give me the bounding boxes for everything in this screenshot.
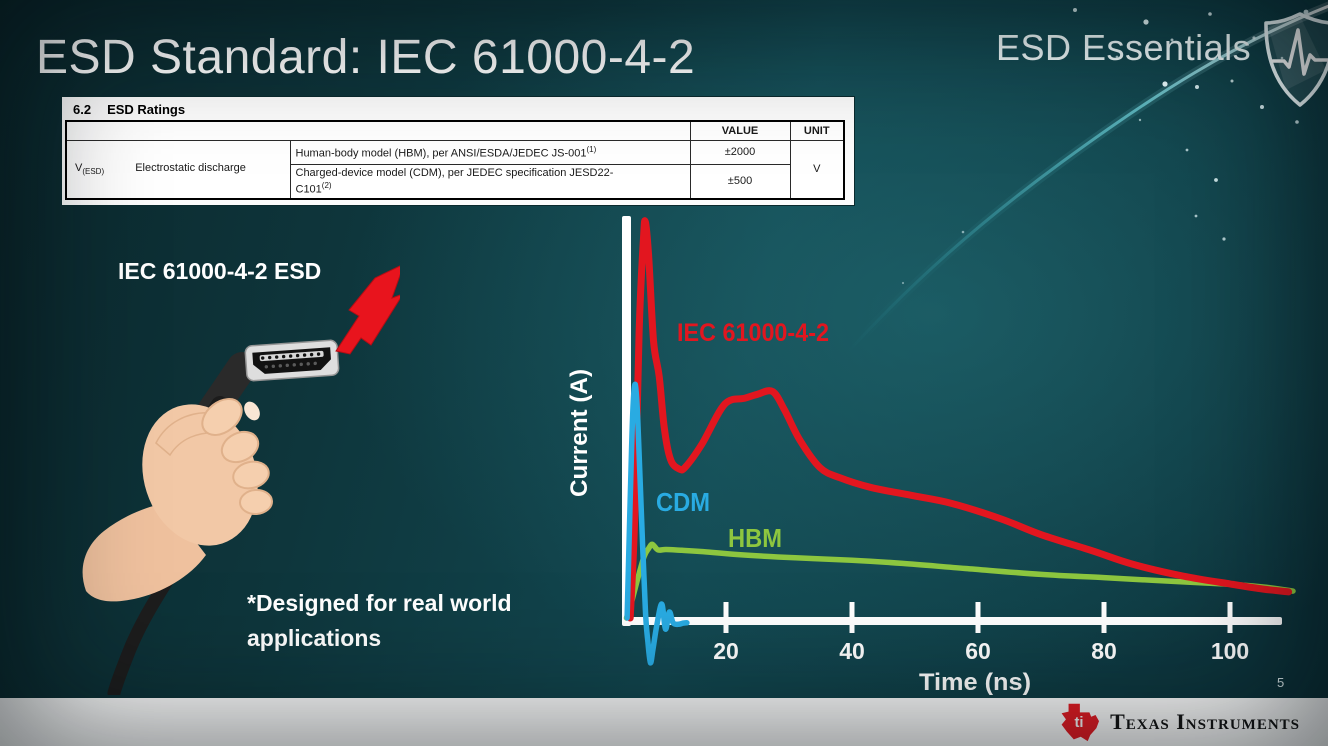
texas-instruments-logo-icon: ti	[1061, 703, 1100, 742]
hbm-description: Human-body model (HBM), per ANSI/ESDA/JE…	[289, 140, 691, 165]
cdm-curve-label: CDM	[656, 487, 710, 517]
heartbeat-pulse-icon	[1271, 28, 1328, 76]
x-tick	[849, 602, 855, 633]
x-tick	[1227, 602, 1233, 633]
x-tick-label: 60	[965, 638, 991, 664]
x-tick	[1101, 602, 1107, 633]
table-row: Charged-device model (CDM), per JEDEC sp…	[66, 164, 844, 200]
hand-holding-hdmi-illustration	[82, 265, 400, 695]
footnote-line-2: applications	[247, 625, 382, 651]
hbm-curve	[623, 541, 1296, 621]
lightning-bolt-icon	[335, 265, 400, 355]
iec-61000-4-2-curve	[626, 217, 1293, 622]
table-header-row: VALUE UNIT	[65, 120, 845, 141]
section-heading: ESD Ratings	[107, 102, 186, 117]
parameter-symbol: V(ESD)	[75, 162, 105, 177]
esd-waveform-chart: 20 40 60 80 100 IEC 61000-4-2 CDM HBM Time (…	[566, 216, 1296, 696]
x-axis-ticks: 20 40 60 80 100	[713, 602, 1249, 664]
footnote: *Designed for real world applications	[247, 586, 512, 656]
footnote-line-1: *Designed for real world	[247, 590, 512, 616]
illustration-caption: IEC 61000-4-2 ESD	[118, 258, 322, 284]
x-tick-label: 80	[1091, 638, 1117, 664]
hbm-value: ±2000	[689, 140, 791, 165]
hdmi-connector-icon	[244, 339, 340, 382]
x-tick	[975, 602, 981, 633]
unit-value: V	[789, 140, 845, 200]
slide-title: ESD Standard: IEC 61000-4-2	[36, 31, 696, 84]
esd-ratings-panel: 6.2 ESD Ratings VALUE UNIT V(ESD) Electro…	[62, 97, 854, 205]
esd-shield-icon	[1264, 12, 1328, 107]
x-axis	[622, 617, 1282, 625]
esd-ratings-table: VALUE UNIT V(ESD) Electrostatic discharg…	[65, 120, 845, 200]
hbm-curve-label: HBM	[728, 523, 782, 553]
unit-column-header: UNIT	[789, 120, 845, 141]
parameter-label: Electrostatic discharge	[135, 162, 246, 175]
cdm-value: ±500	[689, 164, 791, 200]
ti-monogram: ti	[1075, 715, 1084, 731]
curled-fingers	[201, 398, 273, 516]
x-tick-label: 100	[1211, 638, 1249, 664]
cdm-description: Charged-device model (CDM), per JEDEC sp…	[289, 164, 691, 200]
x-tick	[723, 602, 729, 633]
section-number: 6.2	[73, 102, 92, 117]
x-axis-label: Time (ns)	[919, 669, 1031, 696]
table-caption: 6.2 ESD Ratings	[73, 102, 851, 117]
iec-curve-label: IEC 61000-4-2	[677, 319, 829, 347]
x-tick-label: 20	[713, 638, 739, 664]
fingernail	[244, 401, 260, 421]
parameter-cell: V(ESD) Electrostatic discharge	[65, 140, 291, 200]
value-column-header: VALUE	[689, 120, 791, 141]
cdm-curve	[624, 381, 690, 666]
footer-bar: ti Texas Instruments	[0, 698, 1328, 746]
table-row: V(ESD) Electrostatic discharge Human-bod…	[65, 140, 845, 200]
y-axis-label: Current (A)	[566, 369, 593, 497]
texas-instruments-wordmark: Texas Instruments	[1110, 709, 1300, 734]
x-tick-label: 40	[839, 638, 865, 664]
page-number: 5	[1277, 675, 1285, 690]
table-header-spacer	[65, 120, 691, 141]
series-brand: ESD Essentials	[996, 27, 1252, 68]
